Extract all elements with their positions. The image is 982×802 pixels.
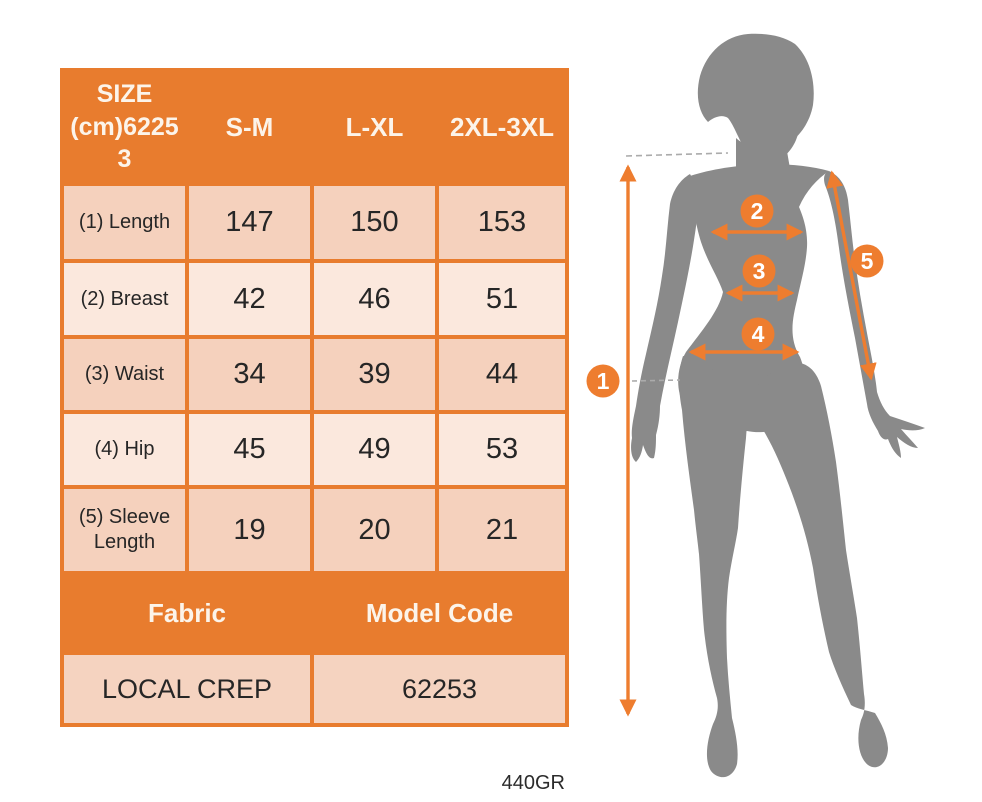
size-value-cell: 46 bbox=[310, 259, 439, 339]
silhouette-hair bbox=[775, 65, 802, 163]
table-row-length: (1) Length 147 150 153 bbox=[60, 182, 569, 263]
marker-1: 1 bbox=[586, 364, 620, 398]
model-code-value-cell: 62253 bbox=[310, 651, 569, 727]
fabric-header-cell: Fabric bbox=[60, 571, 314, 655]
marker-label: 2 bbox=[751, 198, 764, 224]
marker-4: 4 bbox=[741, 317, 775, 351]
marker-circle bbox=[740, 194, 774, 228]
marker-label: 4 bbox=[752, 321, 765, 347]
weight-note: 440GR bbox=[501, 772, 565, 794]
column-header-sm: S-M bbox=[185, 68, 314, 186]
size-value-cell: 44 bbox=[435, 335, 569, 414]
size-value-cell: 42 bbox=[185, 259, 314, 339]
size-value-cell: 147 bbox=[185, 182, 314, 263]
size-value-cell: 49 bbox=[310, 410, 439, 489]
marker-circle bbox=[850, 244, 884, 278]
table-row-waist: (3) Waist 34 39 44 bbox=[60, 335, 569, 414]
silhouette-left-leg bbox=[679, 356, 748, 778]
body-silhouette bbox=[631, 33, 925, 778]
size-value-cell: 51 bbox=[435, 259, 569, 339]
marker-circle bbox=[586, 364, 620, 398]
size-table: SIZE (cm)62253 S-M L-XL 2XL-3XL (1) Leng… bbox=[60, 68, 569, 727]
column-header-lxl: L-XL bbox=[310, 68, 439, 186]
row-label: (2) Breast bbox=[60, 259, 189, 339]
size-value-cell: 153 bbox=[435, 182, 569, 263]
table-row-sleeve: (5) Sleeve Length 19 20 21 bbox=[60, 485, 569, 575]
marker-3: 3 bbox=[742, 254, 776, 288]
row-label: (5) Sleeve Length bbox=[60, 485, 189, 575]
row-label: (1) Length bbox=[60, 182, 189, 263]
size-value-cell: 21 bbox=[435, 485, 569, 575]
marker-5: 5 bbox=[850, 244, 884, 278]
fabric-value-cell: LOCAL CREP bbox=[60, 651, 314, 727]
marker-label: 3 bbox=[753, 258, 766, 284]
size-header-cell: SIZE (cm)62253 bbox=[60, 68, 189, 186]
sleeve-arrow bbox=[826, 170, 877, 381]
marker-circle bbox=[742, 254, 776, 288]
silhouette-right-leg bbox=[748, 362, 888, 768]
size-value-cell: 39 bbox=[310, 335, 439, 414]
row-label: (4) Hip bbox=[60, 410, 189, 489]
size-value-cell: 150 bbox=[310, 182, 439, 263]
size-value-cell: 19 bbox=[185, 485, 314, 575]
table-row-hip: (4) Hip 45 49 53 bbox=[60, 410, 569, 489]
measurement-diagram: 1 2 3 4 5 bbox=[586, 33, 925, 778]
row-label: (3) Waist bbox=[60, 335, 189, 414]
size-value-cell: 45 bbox=[185, 410, 314, 489]
hip-dashed-line bbox=[631, 379, 681, 382]
size-value-cell: 34 bbox=[185, 335, 314, 414]
shoulder-dashed-line bbox=[625, 152, 729, 157]
marker-label: 5 bbox=[861, 248, 874, 274]
table-footer-header-row: Fabric Model Code bbox=[60, 571, 569, 655]
table-footer-value-row: LOCAL CREP 62253 bbox=[60, 651, 569, 727]
model-code-header-cell: Model Code bbox=[310, 571, 569, 655]
silhouette-head bbox=[697, 33, 814, 161]
size-value-cell: 20 bbox=[310, 485, 439, 575]
column-header-2xl3xl: 2XL-3XL bbox=[435, 68, 569, 186]
silhouette-left-arm bbox=[631, 174, 698, 462]
marker-circle bbox=[741, 317, 775, 351]
size-value-cell: 53 bbox=[435, 410, 569, 489]
marker-label: 1 bbox=[597, 368, 610, 394]
table-row-breast: (2) Breast 42 46 51 bbox=[60, 259, 569, 339]
marker-2: 2 bbox=[740, 194, 774, 228]
